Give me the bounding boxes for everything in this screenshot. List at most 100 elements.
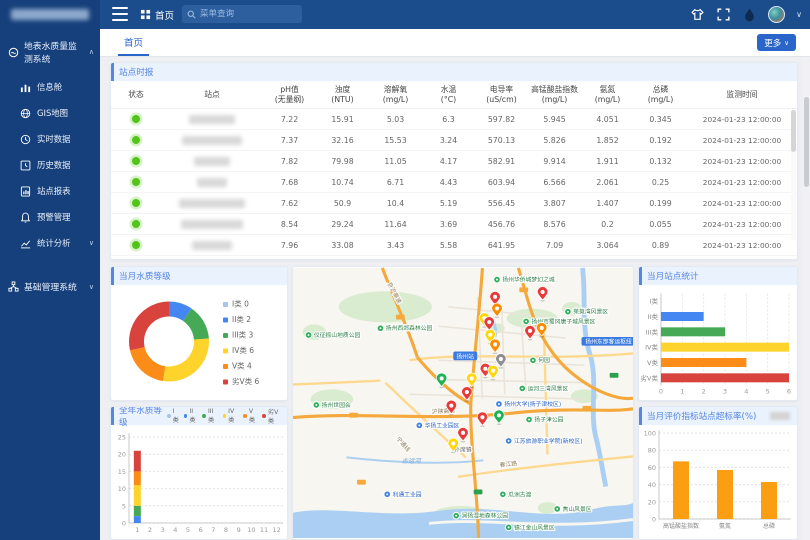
poi-label[interactable]: 润扬湿地森林公园 — [453, 512, 508, 520]
tab-bar: 首页 更多 ∨ — [100, 29, 810, 57]
sidebar-item-2[interactable]: 实时数据 — [0, 126, 100, 152]
time-cell: 2024-01-23 12:00:00 — [687, 136, 797, 145]
panel-title: 当月水质等级 — [119, 270, 171, 282]
sidebar-item-4[interactable]: 站点报表 — [0, 178, 100, 204]
value-cell: 6.3 — [422, 115, 475, 124]
poi-label[interactable]: 江苏旅游职业学院(新校区) — [505, 437, 582, 445]
status-cell — [111, 241, 161, 249]
sidebar-item-5[interactable]: 预警管理 — [0, 204, 100, 230]
poi-label[interactable]: 扬子津公园 — [526, 415, 564, 423]
legend-item[interactable]: III类 3 — [223, 330, 254, 340]
map[interactable]: 古运河沪陕高速京沪高速宁通线春江路扬州西郊森林公园仪征捺山地质公园扬州世园会扬州… — [293, 267, 633, 539]
poi-label[interactable]: 扬州华侨城梦幻之城 — [494, 276, 555, 284]
svg-text:II类 2: II类 2 — [232, 314, 251, 324]
status-cell — [111, 199, 161, 207]
poi-label[interactable]: 扬州西郊森林公园 — [377, 324, 432, 332]
system-icon — [8, 47, 19, 58]
poi-label[interactable]: 瓜洲古渡 — [500, 490, 532, 498]
status-online-dot — [132, 157, 140, 165]
sidebar-item-0[interactable]: 信息舱 — [0, 74, 100, 100]
column-header: 电导率(uS/cm) — [475, 85, 528, 104]
legend-item[interactable]: 劣V类 — [262, 407, 283, 425]
legend-item[interactable]: IV类 6 — [223, 345, 254, 355]
svg-text:0: 0 — [652, 516, 656, 524]
legend-item[interactable]: II类 2 — [223, 314, 251, 324]
svg-text:15: 15 — [118, 468, 126, 476]
column-header: pH值(无量纲) — [263, 85, 316, 104]
poi-label[interactable]: 焦山风景区 — [554, 505, 592, 513]
tab-home[interactable]: 首页 — [118, 29, 149, 56]
svg-text:IV类 6: IV类 6 — [232, 345, 254, 355]
svg-text:扬州站: 扬州站 — [457, 352, 475, 360]
legend-item[interactable]: I类 — [167, 408, 180, 424]
table-row-0[interactable]: 7.2215.915.036.3597.825.9454.0510.345202… — [111, 109, 797, 130]
status-online-dot — [132, 220, 140, 228]
sidebar-item-6[interactable]: 统计分析∨ — [0, 230, 100, 256]
value-cell: 1.407 — [581, 199, 634, 208]
sidebar-system-parent[interactable]: 地表水质量监测系统 ∧ — [0, 29, 100, 74]
svg-text:6: 6 — [199, 526, 203, 534]
sidebar-item-3[interactable]: 历史数据 — [0, 152, 100, 178]
sidebar-item-label: 统计分析 — [37, 237, 71, 249]
station-name-cell — [161, 220, 263, 229]
table-row-5[interactable]: 8.5429.2411.643.69456.768.5760.20.055202… — [111, 214, 797, 235]
sidebar-menu: 信息舱GIS地图实时数据历史数据站点报表预警管理统计分析∨ — [0, 74, 100, 256]
value-cell: 6.566 — [528, 178, 581, 187]
table-row-1[interactable]: 7.3732.1615.533.24570.135.8261.8520.1922… — [111, 130, 797, 151]
svg-text:III类: III类 — [646, 327, 659, 336]
water-drop-icon[interactable] — [742, 7, 757, 22]
poi-label[interactable]: 仪征捺山地质公园 — [305, 331, 360, 339]
search-box[interactable] — [182, 5, 302, 23]
station-name-blurred — [182, 136, 242, 145]
legend-item[interactable]: V类 4 — [223, 361, 252, 371]
theme-shirt-icon[interactable] — [690, 7, 705, 22]
table-row-3[interactable]: 7.6810.746.714.43603.946.5662.0610.25202… — [111, 172, 797, 193]
annual-grade-chart: 0510152025123456789101112 — [111, 425, 287, 539]
value-cell: 9.914 — [528, 157, 581, 166]
chevron-down-icon[interactable]: ∨ — [796, 10, 802, 19]
table-row-6[interactable]: 7.9633.083.435.58641.957.093.0640.892024… — [111, 235, 797, 256]
table-row-2[interactable]: 7.8279.9811.054.17582.919.9141.9110.1322… — [111, 151, 797, 172]
table-header-row: 状态站点pH值(无量纲)浊度(NTU)溶解氧(mg/L)水温(°C)电导率(uS… — [111, 81, 797, 109]
value-cell: 7.37 — [263, 136, 316, 145]
poi-label[interactable]: 扬州世园会 — [313, 401, 351, 409]
search-input[interactable] — [200, 9, 290, 19]
value-cell: 10.74 — [316, 178, 369, 187]
svg-text:V类: V类 — [647, 358, 658, 367]
nav-home[interactable]: 首页 — [140, 0, 174, 29]
legend-item[interactable]: I类 0 — [223, 299, 249, 309]
avatar[interactable] — [768, 6, 785, 23]
time-cell: 2024-01-23 12:00:00 — [687, 157, 797, 166]
stacked-bar-segment — [134, 506, 141, 516]
sidebar-base-system[interactable]: 基础管理系统 ∨ — [0, 270, 100, 302]
svg-text:扬州大学(扬子津校区): 扬州大学(扬子津校区) — [504, 400, 561, 408]
stats-icon — [20, 238, 31, 249]
poi-label[interactable]: 扬州东部客运枢纽 — [582, 337, 633, 346]
poi-label[interactable]: 何园 — [530, 356, 550, 364]
legend-item[interactable]: II类 — [184, 408, 199, 424]
donut-slice-V类 — [130, 347, 165, 381]
svg-text:茱萸湾风景区: 茱萸湾风景区 — [573, 308, 608, 316]
hamburger-menu-icon[interactable] — [112, 7, 128, 21]
page-scrollbar-thumb[interactable] — [804, 97, 809, 187]
table-scrollbar-thumb[interactable] — [791, 110, 796, 152]
legend-item[interactable]: 劣V类 6 — [223, 376, 260, 386]
legend-item[interactable]: IV类 — [223, 408, 240, 424]
value-cell: 5.945 — [528, 115, 581, 124]
globe-icon — [20, 108, 31, 119]
fullscreen-icon[interactable] — [716, 7, 731, 22]
svg-text:5: 5 — [186, 526, 190, 534]
legend-item[interactable]: III类 — [202, 408, 218, 424]
poi-label[interactable]: 利通工业园 — [384, 490, 422, 498]
poi-label[interactable]: 扬州市蜀冈唐子城风景区 — [523, 317, 596, 325]
svg-text:劣V类 6: 劣V类 6 — [232, 376, 260, 386]
legend-item[interactable]: V类 — [243, 408, 258, 424]
value-cell: 3.24 — [422, 136, 475, 145]
table-row-4[interactable]: 7.6250.910.45.19556.453.8071.4070.199202… — [111, 193, 797, 214]
poi-label[interactable]: 扬州站 — [453, 352, 477, 361]
more-button[interactable]: 更多 ∨ — [757, 34, 796, 51]
sidebar-item-1[interactable]: GIS地图 — [0, 100, 100, 126]
poi-label[interactable]: 扬州大学(扬子津校区) — [496, 400, 562, 408]
value-cell: 0.132 — [634, 157, 687, 166]
value-cell: 0.055 — [634, 220, 687, 229]
